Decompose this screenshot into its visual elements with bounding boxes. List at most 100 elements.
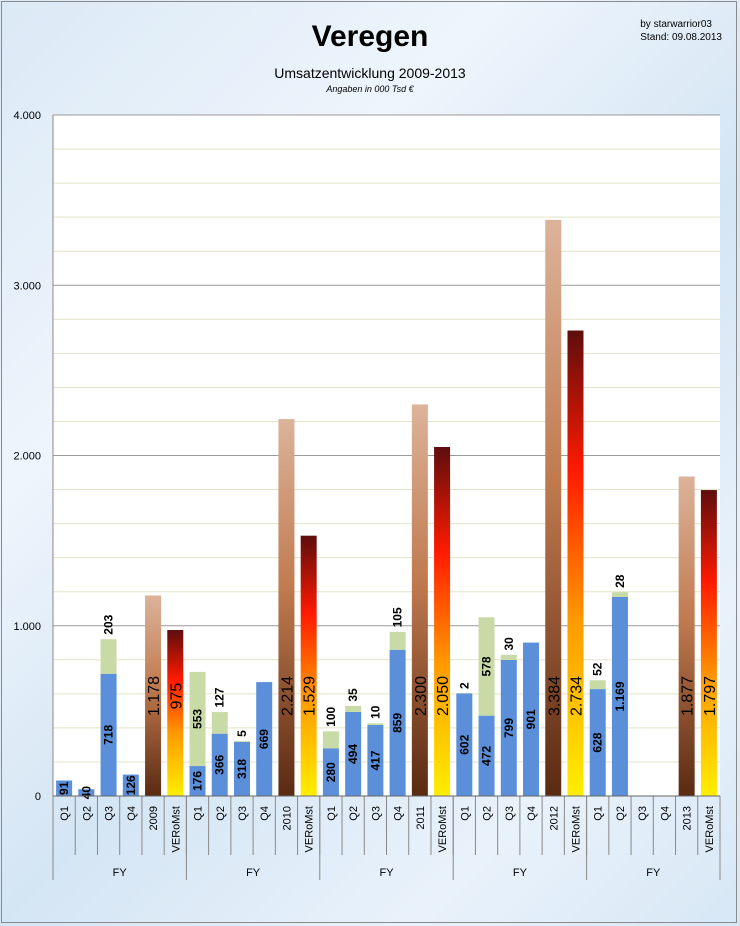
bar-value-label: 176	[191, 771, 205, 791]
bar-value-label: 318	[235, 759, 249, 779]
bar-quarter	[345, 711, 362, 796]
x-group-label: FY	[646, 867, 661, 879]
bar-extra-label: 30	[502, 637, 516, 651]
x-category-label: Q3	[237, 806, 249, 821]
bar-veromst	[567, 330, 584, 796]
x-category-label: Q2	[615, 806, 627, 821]
bar-extra-label: 105	[391, 607, 405, 627]
bar-quarter	[322, 748, 339, 796]
x-category-label: Q2	[348, 806, 360, 821]
bar-quarter-extra	[389, 631, 406, 650]
x-category-label: VERoMst	[704, 806, 716, 852]
y-tick-label: 4.000	[13, 110, 41, 122]
bars	[56, 219, 717, 796]
x-category-label: Q4	[259, 806, 271, 821]
bar-quarter	[189, 766, 206, 796]
bar-extra-label: 553	[191, 709, 205, 729]
bar-value-label: 472	[480, 745, 494, 765]
x-category-label: Q1	[326, 806, 338, 821]
bar-quarter-extra	[478, 617, 495, 716]
year-total-label: 1.178	[146, 676, 163, 716]
bar-year-total	[545, 219, 562, 796]
data-labels: 91 40 718 203 126 1.178 975 176 553 366 127 318 5 669…	[57, 574, 719, 799]
bar-value-label: 126	[124, 775, 138, 795]
bar-value-label: 417	[368, 750, 382, 770]
x-category-label: 2012	[548, 806, 560, 830]
bar-quarter-extra	[500, 654, 517, 660]
x-group-label: FY	[246, 867, 261, 879]
x-category-label: Q3	[637, 806, 649, 821]
year-total-label: 2.214	[279, 676, 296, 716]
x-category-label: Q3	[104, 806, 116, 821]
bar-quarter	[456, 693, 473, 796]
y-tick-label: 3.000	[13, 280, 41, 292]
bar-value-label: 859	[391, 713, 405, 733]
bar-veromst	[434, 446, 451, 796]
y-tick-label: 2.000	[13, 451, 41, 463]
bar-value-label: 901	[524, 709, 538, 729]
bar-quarter-extra	[100, 639, 117, 674]
bar-quarter	[78, 789, 95, 796]
veromst-label: 2.050	[435, 676, 452, 716]
bar-quarter	[611, 596, 628, 796]
x-axis: Q1 Q2 Q3 Q4 2009 VERoMst FY Q1 Q2 Q3 Q4 2010 VERoMst…	[52, 795, 721, 880]
x-category-label: Q1	[193, 806, 205, 821]
bar-quarter	[589, 689, 606, 796]
bar-quarter	[256, 682, 273, 796]
bar-quarter-extra	[367, 723, 384, 726]
x-category-label: Q4	[659, 806, 671, 821]
x-category-label: Q3	[370, 806, 382, 821]
bar-extra-label: 5	[235, 730, 249, 737]
x-category-label: 2011	[415, 806, 427, 830]
x-category-label: Q2	[482, 806, 494, 821]
x-category-label: VERoMst	[170, 806, 182, 852]
x-category-label: Q1	[459, 806, 471, 821]
x-category-label: 2013	[682, 806, 694, 830]
bar-quarter	[367, 725, 384, 796]
veromst-label: 975	[168, 683, 185, 710]
bar-extra-label: 28	[613, 574, 627, 588]
bar-quarter	[523, 642, 540, 796]
veromst-label: 1.797	[702, 676, 719, 716]
bar-quarter-extra	[345, 705, 362, 712]
bar-quarter	[122, 774, 139, 796]
bar-extra-label: 100	[324, 706, 338, 726]
year-total-label: 1.877	[680, 676, 697, 716]
gridlines	[53, 114, 720, 763]
x-category-label: Q4	[126, 806, 138, 821]
bar-value-label: 628	[591, 732, 605, 752]
bar-quarter-extra	[322, 731, 339, 749]
x-category-label: VERoMst	[437, 806, 449, 852]
x-category-label: Q2	[81, 806, 93, 821]
x-category-label: 2009	[148, 806, 160, 830]
bar-quarter	[500, 659, 517, 796]
bar-extra-label: 127	[213, 687, 227, 707]
bar-quarter	[233, 741, 250, 796]
year-total-label: 2.300	[413, 676, 430, 716]
bar-quarter-extra	[233, 741, 250, 742]
bar-value-label: 280	[324, 762, 338, 782]
chart-subtitle: Umsatzentwicklung 2009-2013	[274, 65, 466, 81]
chart-title: Veregen	[311, 20, 429, 53]
bar-year-total	[411, 404, 428, 796]
x-category-label: Q3	[504, 806, 516, 821]
bar-extra-label: 203	[102, 614, 116, 634]
bar-year-total	[278, 419, 295, 796]
x-category-label: 2010	[281, 806, 293, 830]
bar-extra-label: 35	[346, 688, 360, 702]
x-group-label: FY	[513, 867, 528, 879]
x-category-label: Q4	[526, 806, 538, 821]
bar-extra-label: 578	[480, 656, 494, 676]
bar-quarter	[389, 649, 406, 796]
chart-note: Angaben in 000 Tsd €	[326, 84, 414, 94]
bar-quarter-extra	[189, 671, 206, 767]
bar-value-label: 40	[79, 786, 93, 800]
bar-year-total	[145, 595, 162, 796]
veromst-label: 2.734	[568, 676, 585, 716]
x-group-label: FY	[379, 867, 394, 879]
x-group-label: FY	[113, 867, 128, 879]
bar-extra-label: 10	[368, 705, 382, 719]
veromst-label: 1.529	[302, 676, 319, 716]
